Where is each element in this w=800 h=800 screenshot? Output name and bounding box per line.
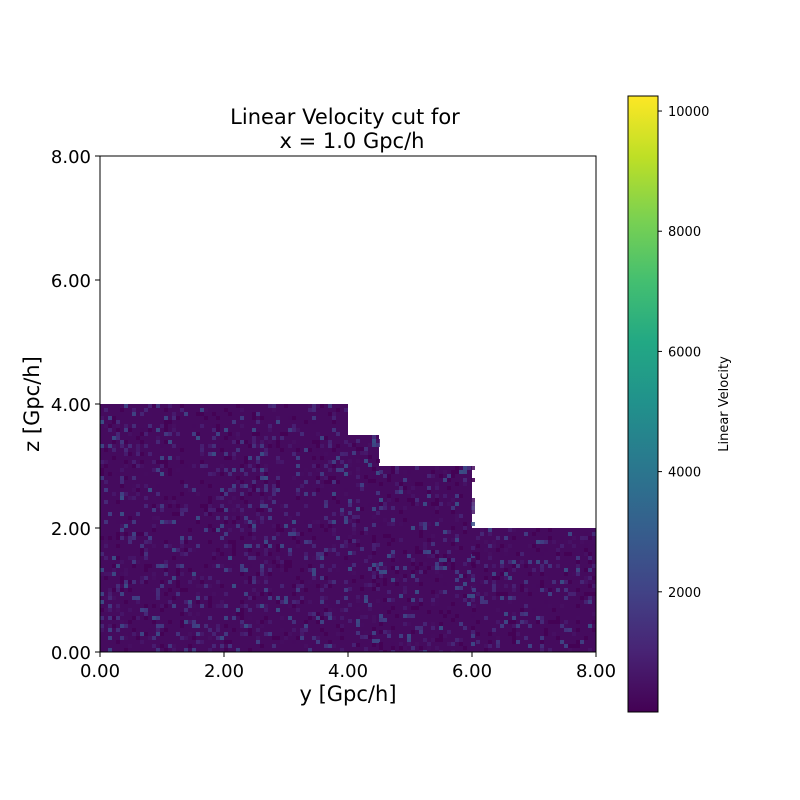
y-tick-label: 2.00 bbox=[51, 519, 91, 540]
y-tick-label: 0.00 bbox=[51, 643, 91, 664]
colorbar-tick-label: 8000 bbox=[668, 225, 701, 240]
colorbar-tick-label: 2000 bbox=[668, 586, 701, 601]
x-tick-label: 8.00 bbox=[576, 661, 616, 682]
y-axis-label: z [Gpc/h] bbox=[20, 356, 44, 452]
colorbar-label: Linear Velocity bbox=[717, 356, 732, 452]
y-tick-label: 6.00 bbox=[51, 271, 91, 292]
x-tick-label: 2.00 bbox=[204, 661, 244, 682]
colorbar-ticks: 2000 4000 6000 8000 10000 bbox=[658, 105, 709, 601]
x-axis: 0.00 2.00 4.00 6.00 8.00 bbox=[80, 652, 616, 682]
x-tick-label: 6.00 bbox=[452, 661, 492, 682]
chart-title-line-2: x = 1.0 Gpc/h bbox=[280, 129, 425, 153]
y-tick-label: 4.00 bbox=[51, 395, 91, 416]
heatmap-texture bbox=[100, 404, 596, 652]
colorbar-tick-label: 4000 bbox=[668, 466, 701, 481]
y-tick-label: 8.00 bbox=[51, 147, 91, 168]
x-tick-label: 4.00 bbox=[328, 661, 368, 682]
x-tick-label: 0.00 bbox=[80, 661, 120, 682]
y-axis: 0.00 2.00 4.00 6.00 8.00 bbox=[51, 147, 100, 664]
chart-title-line-1: Linear Velocity cut for bbox=[230, 105, 460, 129]
heatmap bbox=[100, 404, 596, 652]
colorbar-tick-label: 6000 bbox=[668, 345, 701, 360]
x-axis-label: y [Gpc/h] bbox=[299, 682, 396, 706]
colorbar bbox=[627, 95, 659, 713]
colorbar-tick-label: 10000 bbox=[668, 105, 709, 120]
